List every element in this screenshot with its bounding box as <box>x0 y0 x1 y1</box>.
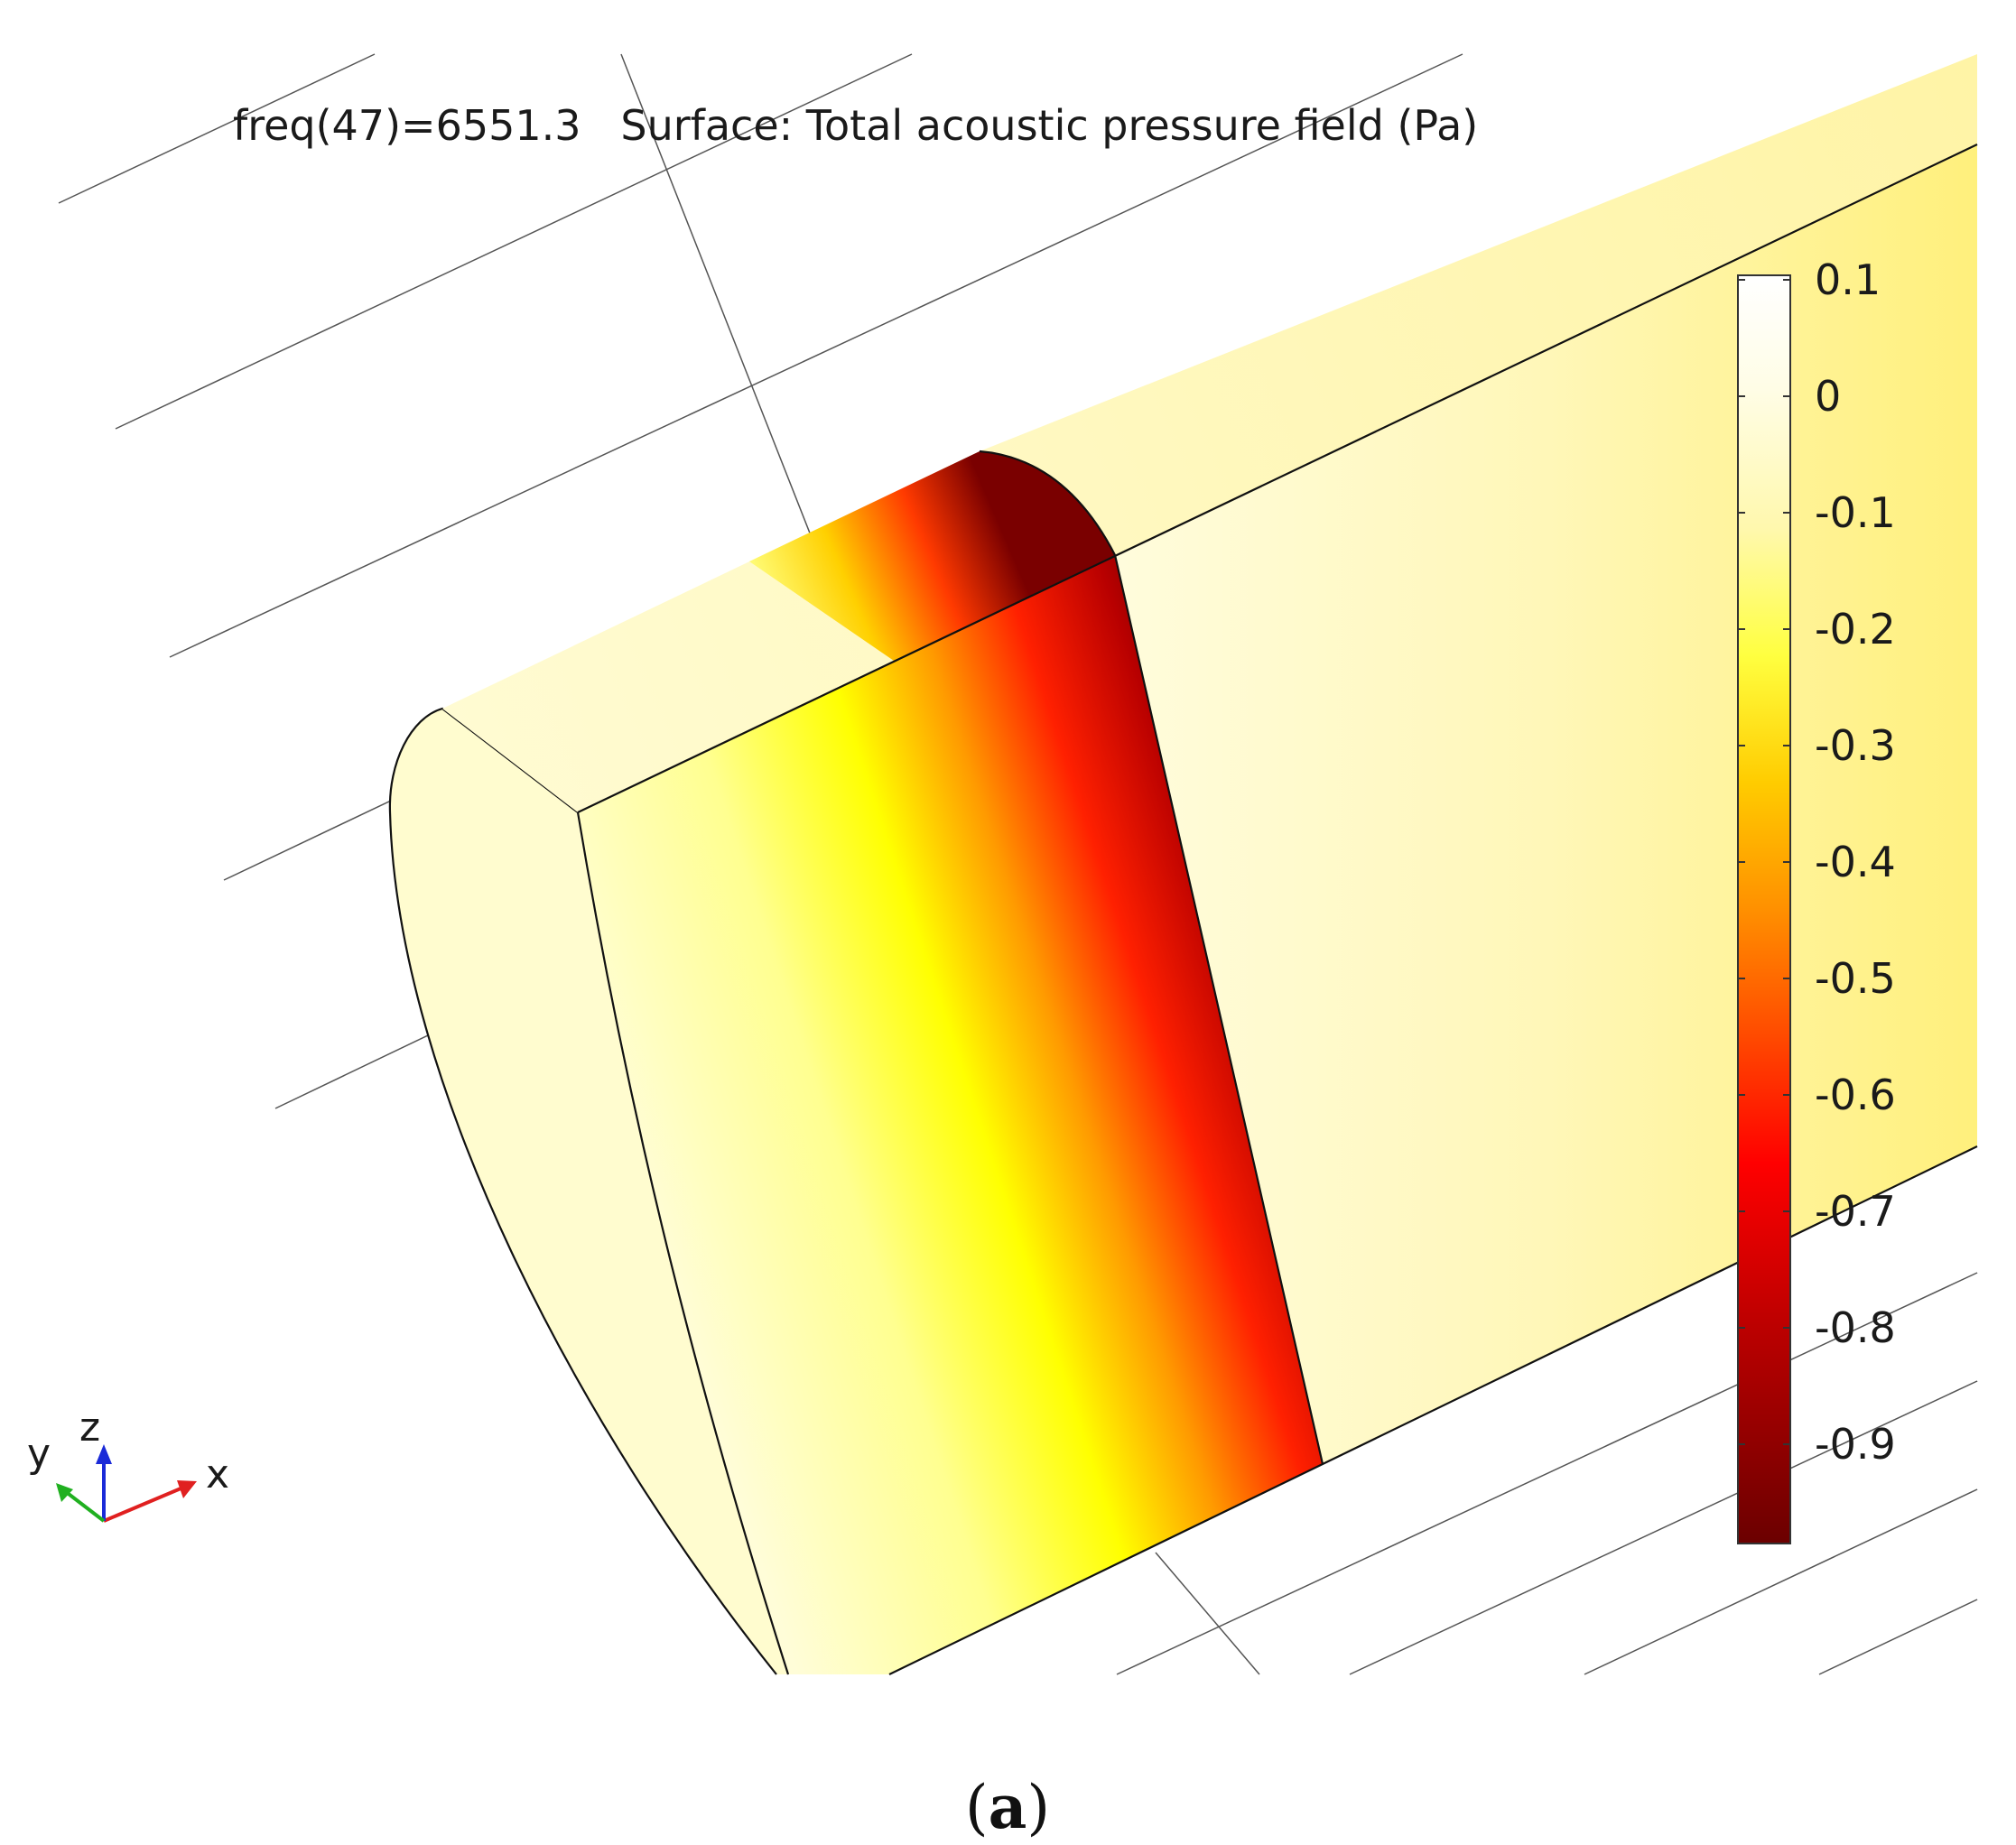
colorbar-tick-label: -0.9 <box>1815 1420 1896 1469</box>
figure-caption: (a) <box>965 1772 1050 1842</box>
caption-close-paren: ) <box>1027 1773 1050 1842</box>
axes-triad: x y z <box>27 1405 229 1523</box>
colorbar-tick-label: -0.3 <box>1815 721 1896 770</box>
colorbar-tick-label: -0.8 <box>1815 1303 1896 1352</box>
colorbar-tick-label: -0.2 <box>1815 605 1896 654</box>
colorbar-tick-label: -0.6 <box>1815 1071 1896 1119</box>
pressure-band-face <box>578 555 1323 1674</box>
plot-title: freq(47)=6551.3 Surface: Total acoustic … <box>233 101 1478 150</box>
colorbar-tick-label: -0.4 <box>1815 838 1896 886</box>
lower-region <box>889 1146 1978 1679</box>
colorbar-ticks: 0.1 0 -0.1 -0.2 -0.3 -0.4 -0.5 -0.6 -0.7 -0.8 -0.9 <box>1738 255 1896 1469</box>
svg-text:(a): (a) <box>965 1772 1050 1842</box>
caption-label: a <box>989 1772 1027 1842</box>
colorbar-tick-label: -0.7 <box>1815 1187 1896 1236</box>
geometry-edges <box>576 144 1978 1675</box>
colorbar: 0.1 0 -0.1 -0.2 -0.3 -0.4 -0.5 -0.6 -0.7 -0.8 -0.9 <box>1737 255 1896 1544</box>
colorbar-tick-label: 0 <box>1815 372 1841 421</box>
colorbar-tick-label: 0.1 <box>1815 255 1881 304</box>
axis-x-label: x <box>206 1451 229 1497</box>
colorbar-tick-label: -0.5 <box>1815 954 1896 1003</box>
axis-z-label: z <box>79 1405 100 1451</box>
caption-open-paren: ( <box>965 1773 989 1842</box>
colorbar-gradient <box>1737 274 1791 1544</box>
axis-y-label: y <box>27 1431 51 1477</box>
cylinder-end-cap <box>388 707 788 1675</box>
cylinder-top-face <box>442 54 1977 812</box>
colorbar-tick-label: -0.1 <box>1815 488 1896 537</box>
